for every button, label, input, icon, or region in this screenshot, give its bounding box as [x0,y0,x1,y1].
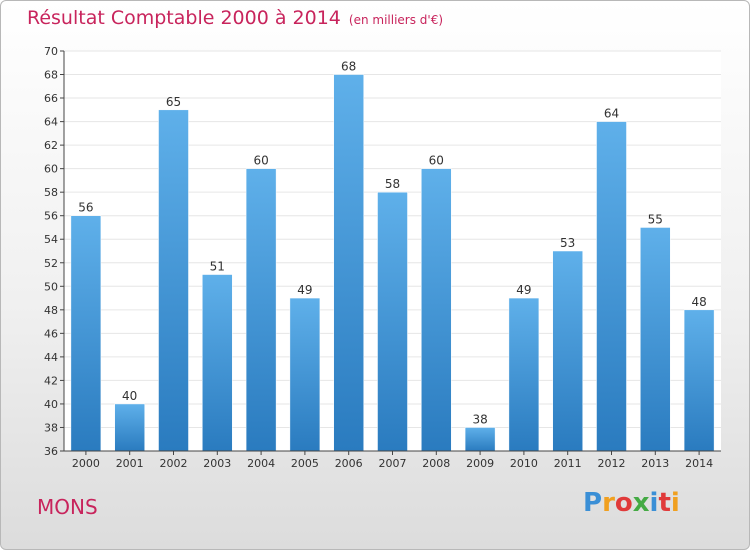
bar-2007 [377,191,408,452]
y-tick-label: 70 [44,45,58,58]
x-tick-label-2011: 2011 [554,457,582,470]
x-tick-label-2000: 2000 [72,457,100,470]
y-tick-label: 52 [44,257,58,270]
data-label-2006: 68 [341,60,356,74]
y-tick-label: 50 [44,280,58,293]
data-label-2005: 49 [297,283,312,297]
logo-letter: o [614,488,633,518]
bar-2011 [552,250,583,452]
y-tick-label: 38 [44,421,58,434]
y-tick-label: 54 [44,233,58,246]
x-tick-label-2010: 2010 [510,457,538,470]
x-tick-label-2002: 2002 [160,457,188,470]
data-label-2003: 51 [210,260,225,274]
data-labels: 56 40 65 51 60 49 68 58 60 38 49 53 64 55 48 [78,60,706,427]
data-label-2001: 40 [122,389,137,403]
x-tick-label-2005: 2005 [291,457,319,470]
bar-2001 [114,403,145,452]
data-label-2008: 60 [429,154,444,168]
bar-2004 [245,168,277,452]
x-tick-label-2012: 2012 [598,457,626,470]
x-tick-label-2009: 2009 [466,457,494,470]
logo-letter: t [658,488,671,518]
data-label-2009: 38 [472,412,487,426]
logo-letter: x [632,488,650,518]
proxiti-logo: Proxiti [583,488,680,518]
logo-letter: i [649,488,659,518]
x-tick-label-2003: 2003 [203,457,231,470]
y-tick-label: 58 [44,186,58,199]
bar-2003 [202,274,233,452]
data-label-2000: 56 [78,201,93,215]
x-tick-label-2001: 2001 [116,457,144,470]
y-tick-label: 62 [44,139,58,152]
bar-2010 [508,297,540,452]
x-tick-label-2014: 2014 [685,457,713,470]
bar-2013 [640,227,671,452]
y-tick-label: 56 [44,210,58,223]
x-tick-label-2007: 2007 [379,457,407,470]
y-tick-label: 66 [44,92,58,105]
x-tick-label-2013: 2013 [641,457,669,470]
y-tick-label: 36 [44,445,58,458]
logo-letter: P [583,488,603,518]
x-tick-label-2004: 2004 [247,457,275,470]
logo-letter: r [602,488,615,518]
data-label-2012: 64 [604,107,619,121]
x-tick-label-2006: 2006 [335,457,363,470]
axes: 36 38 40 42 44 46 48 50 52 54 56 58 60 62 64 66 68 70 2000… [44,45,721,470]
bar-2006 [333,74,364,452]
bar-2002 [158,109,189,452]
x-tick-label-2008: 2008 [422,457,450,470]
bar-2012 [596,121,627,452]
bar-2005 [289,297,321,452]
data-label-2010: 49 [516,283,531,297]
data-label-2014: 48 [691,295,706,309]
data-label-2007: 58 [385,177,400,191]
y-tick-label: 64 [44,116,58,129]
data-label-2004: 60 [253,154,268,168]
bar-2009 [464,427,496,452]
y-tick-label: 46 [44,327,58,340]
data-label-2013: 55 [648,212,663,226]
data-label-2002: 65 [166,95,181,109]
y-tick-label: 42 [44,374,58,387]
bar-2000 [70,215,102,452]
bar-2014 [683,309,715,452]
y-tick-label: 68 [44,69,58,82]
bars [70,74,715,452]
bar-2008 [421,168,452,452]
place-name: MONS [37,495,98,519]
chart-title: Résultat Comptable 2000 à 2014 (en millie… [27,7,443,29]
y-tick-label: 60 [44,163,58,176]
y-tick-label: 44 [44,351,58,364]
logo-letter: i [670,488,680,518]
y-tick-label: 48 [44,304,58,317]
y-tick-label: 40 [44,398,58,411]
chart-title-text: Résultat Comptable 2000 à 2014 [27,7,341,29]
chart-subtitle: (en milliers d'€) [348,13,444,27]
data-label-2011: 53 [560,236,575,250]
